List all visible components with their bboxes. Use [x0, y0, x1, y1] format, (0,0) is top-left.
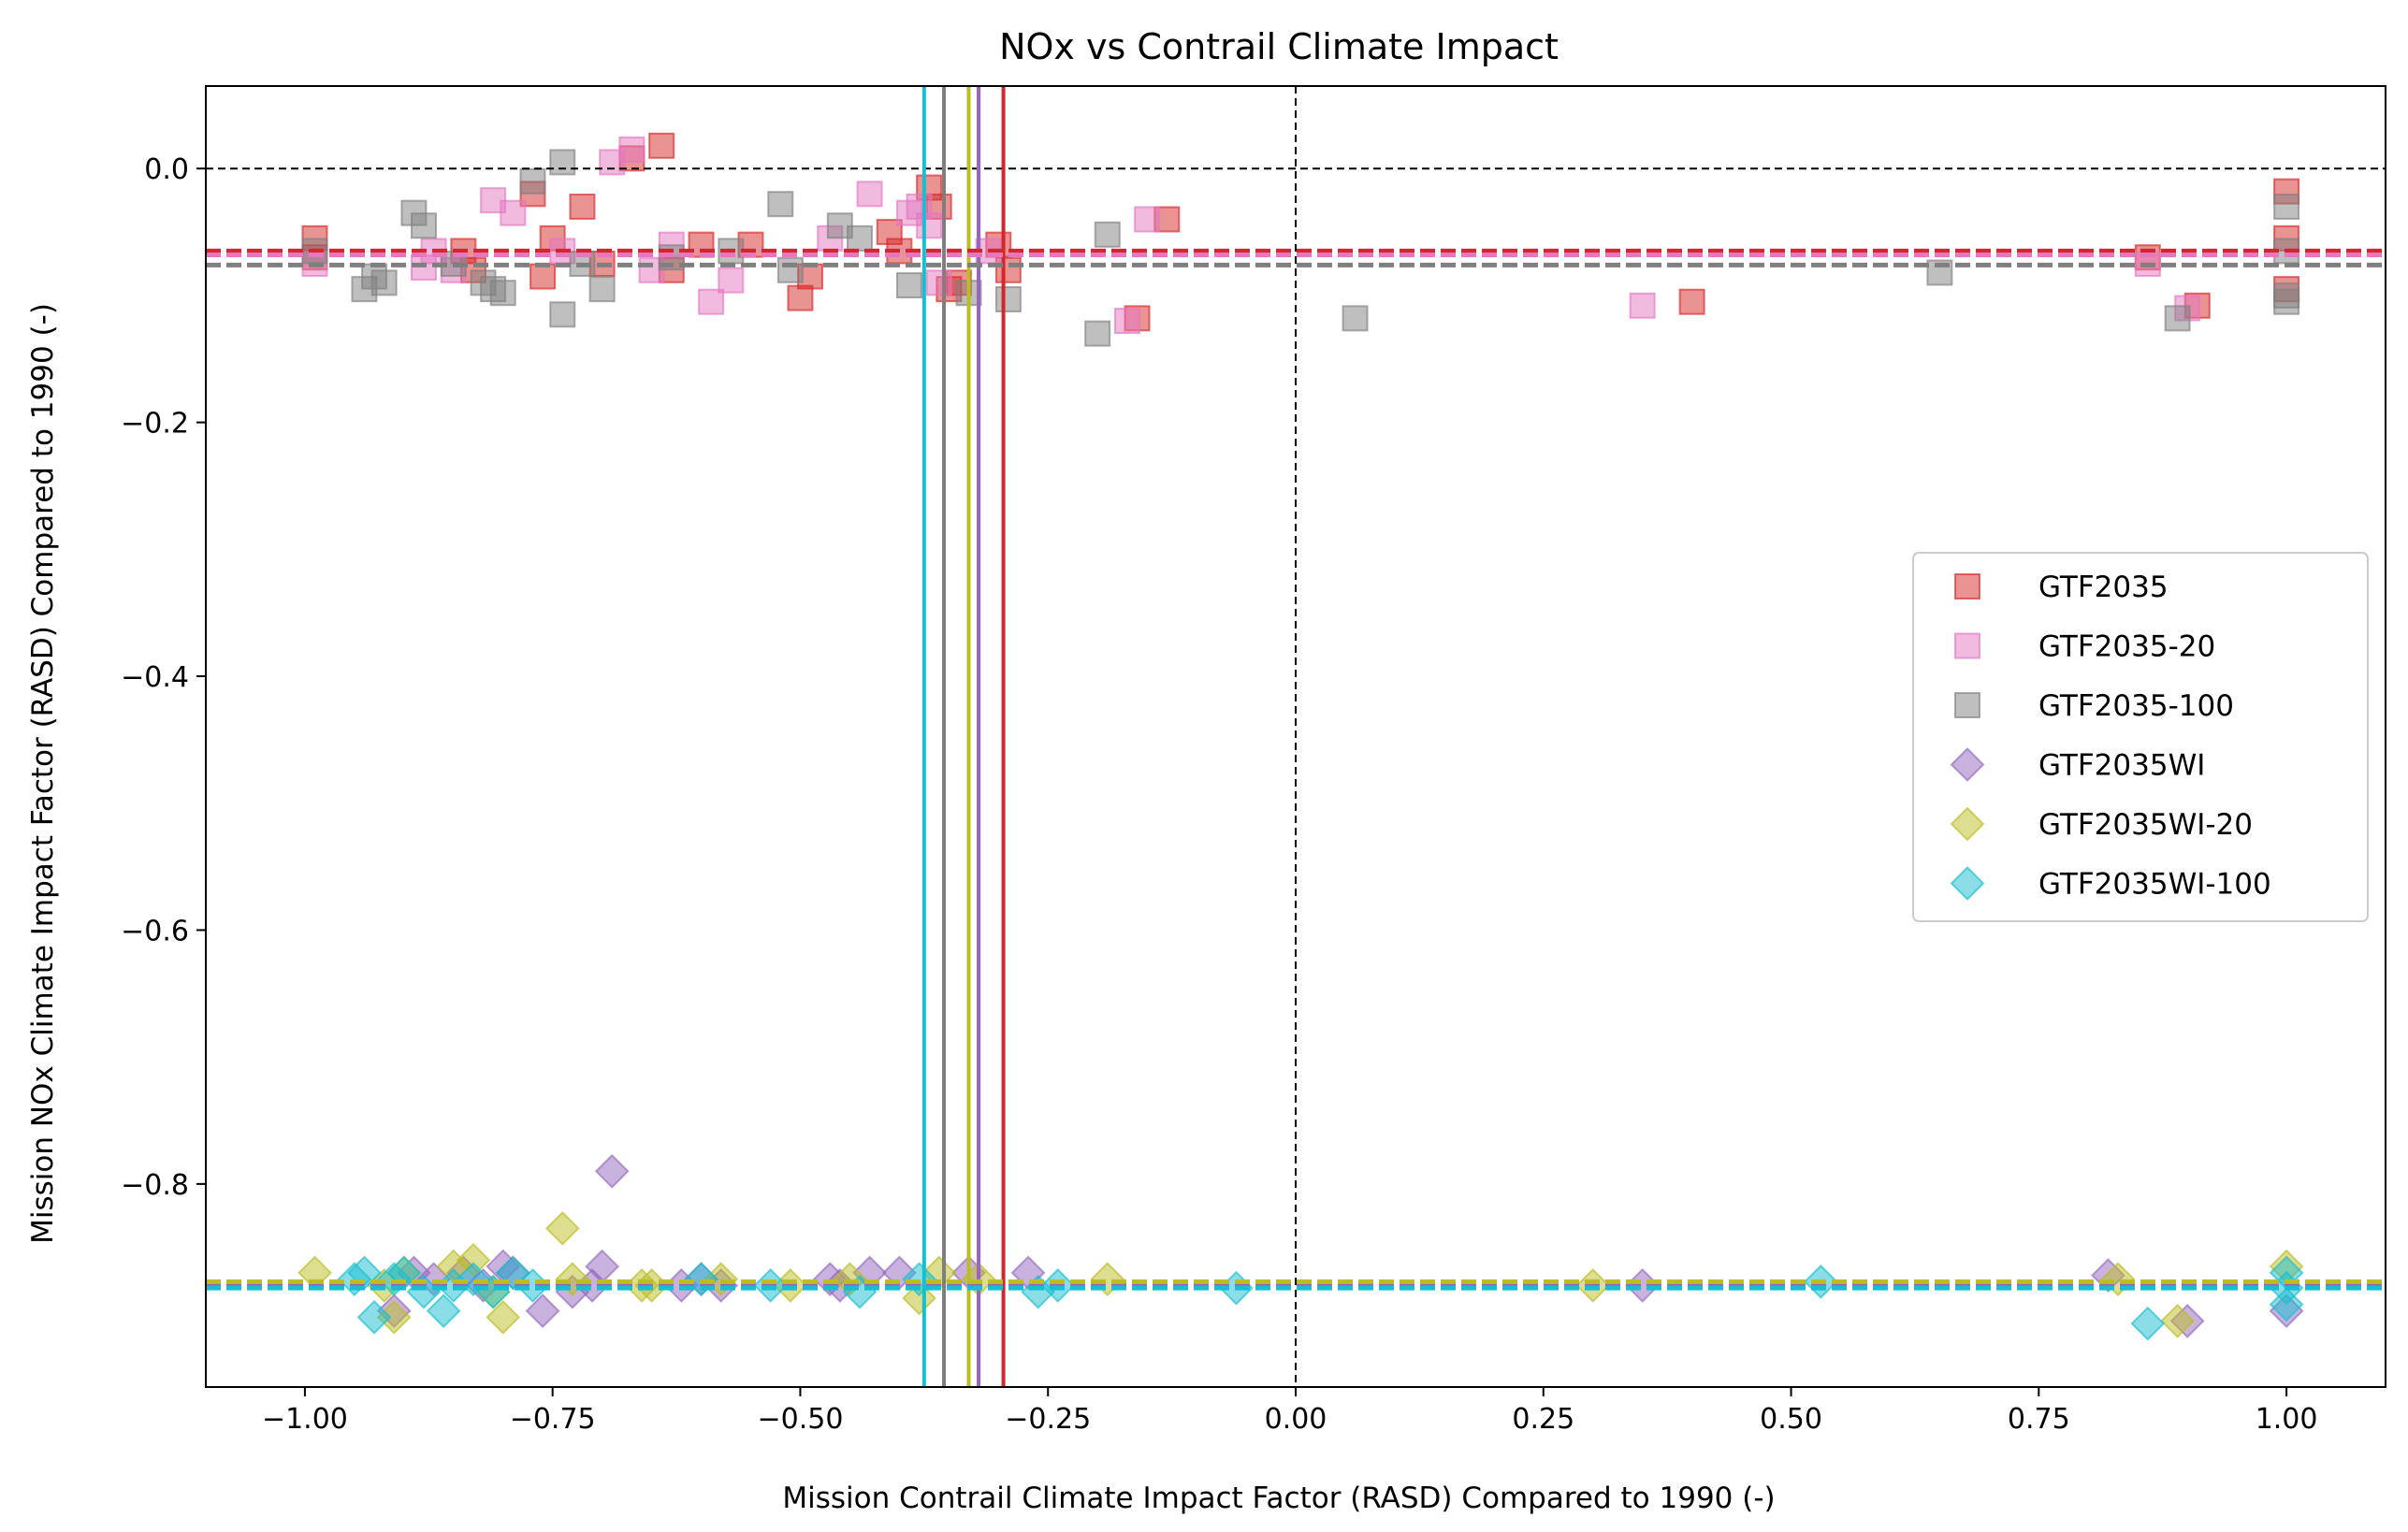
data-point: [895, 272, 922, 299]
data-point: [549, 301, 576, 328]
data-point: [594, 1153, 630, 1189]
data-point: [925, 269, 952, 296]
x-tick-label: 0.25: [1512, 1403, 1574, 1436]
x-tick-label: 0.75: [2008, 1403, 2070, 1436]
data-point: [500, 199, 527, 226]
y-tick-label: −0.2: [121, 408, 189, 441]
y-tick-label: −0.8: [121, 1169, 189, 1202]
data-point: [525, 1294, 560, 1328]
data-point: [994, 285, 1022, 312]
data-point: [1113, 308, 1140, 335]
data-point: [2130, 1306, 2166, 1341]
legend-label: GTF2035-20: [2038, 630, 2215, 664]
data-point: [356, 1299, 392, 1335]
data-point: [776, 256, 804, 283]
data-point: [847, 224, 873, 252]
x-axis-label: Mission Contrail Climate Impact Factor (…: [782, 1481, 1775, 1515]
data-point: [916, 212, 943, 239]
data-point: [588, 276, 616, 303]
data-point: [1094, 221, 1121, 248]
legend-item: GTF2035WI-20: [1950, 806, 2253, 842]
legend-item: GTF2035-100: [1954, 689, 2234, 723]
y-axis-label: Mission NOx Climate Impact Factor (RASD)…: [26, 303, 60, 1244]
data-point: [718, 267, 745, 294]
legend-label: GTF2035WI: [2038, 749, 2205, 783]
data-point: [411, 212, 437, 239]
data-point: [1678, 288, 1705, 315]
x-tick-label: −1.00: [262, 1403, 348, 1436]
data-point: [2273, 193, 2300, 220]
data-point: [569, 193, 596, 220]
data-point: [544, 1210, 580, 1246]
data-point: [787, 284, 814, 311]
legend-item: GTF2035WI: [1950, 747, 2205, 783]
y-tick-label: −0.6: [121, 915, 189, 947]
data-point: [549, 149, 576, 176]
data-point: [2273, 288, 2300, 315]
x-tick-label: −0.50: [757, 1403, 843, 1436]
y-tick-label: −0.4: [121, 661, 189, 694]
data-point: [1629, 292, 1656, 319]
legend-marker: [1950, 747, 1985, 782]
x-tick-label: −0.75: [510, 1403, 596, 1436]
data-point: [648, 132, 675, 159]
data-point: [486, 1299, 521, 1335]
legend-marker: [1950, 806, 1985, 842]
data-point: [1342, 305, 1369, 332]
legend-marker: [1950, 866, 1985, 901]
data-point: [2164, 305, 2191, 332]
data-point: [426, 1294, 461, 1328]
data-point: [767, 191, 794, 218]
legend-label: GTF2035WI-100: [2038, 868, 2271, 902]
data-point: [370, 269, 398, 296]
legend-box: [1912, 552, 2369, 922]
data-point: [2269, 1287, 2304, 1322]
legend-label: GTF2035-100: [2038, 689, 2234, 723]
x-tick-label: 0.00: [1265, 1403, 1327, 1436]
chart-title: NOx vs Contrail Climate Impact: [999, 26, 1559, 67]
y-tick-label: 0.0: [144, 153, 189, 186]
data-point: [618, 136, 646, 163]
data-point: [519, 167, 546, 195]
data-point: [698, 288, 725, 315]
legend-item: GTF2035: [1954, 571, 2169, 604]
legend: GTF2035 GTF2035-20 GTF2035-100 GTF2035WI GTF…: [1912, 552, 2369, 922]
legend-label: GTF2035WI-20: [2038, 808, 2253, 842]
x-tick-label: 1.00: [2256, 1403, 2318, 1436]
legend-item: GTF2035-20: [1954, 630, 2215, 664]
legend-marker: [1954, 632, 1980, 659]
x-tick-label: −0.25: [1005, 1403, 1091, 1436]
data-point: [489, 280, 516, 307]
legend-label: GTF2035: [2038, 571, 2169, 604]
data-point: [529, 263, 557, 290]
axes: −1.00 −0.75 −0.50 −0.25 0.00 0.25 0.50 0.75 1.00…: [121, 85, 2386, 1436]
plot-area: [206, 86, 2386, 1387]
data-point: [2160, 1304, 2196, 1338]
legend-marker: [1954, 573, 1980, 600]
data-point: [856, 181, 883, 208]
data-point: [1134, 206, 1161, 233]
legend-item: GTF2035WI-100: [1950, 866, 2271, 902]
x-tick-label: 0.50: [1760, 1403, 1822, 1436]
legend-marker: [1954, 692, 1980, 718]
data-point: [1084, 320, 1111, 347]
plot-content: [206, 86, 2386, 1387]
